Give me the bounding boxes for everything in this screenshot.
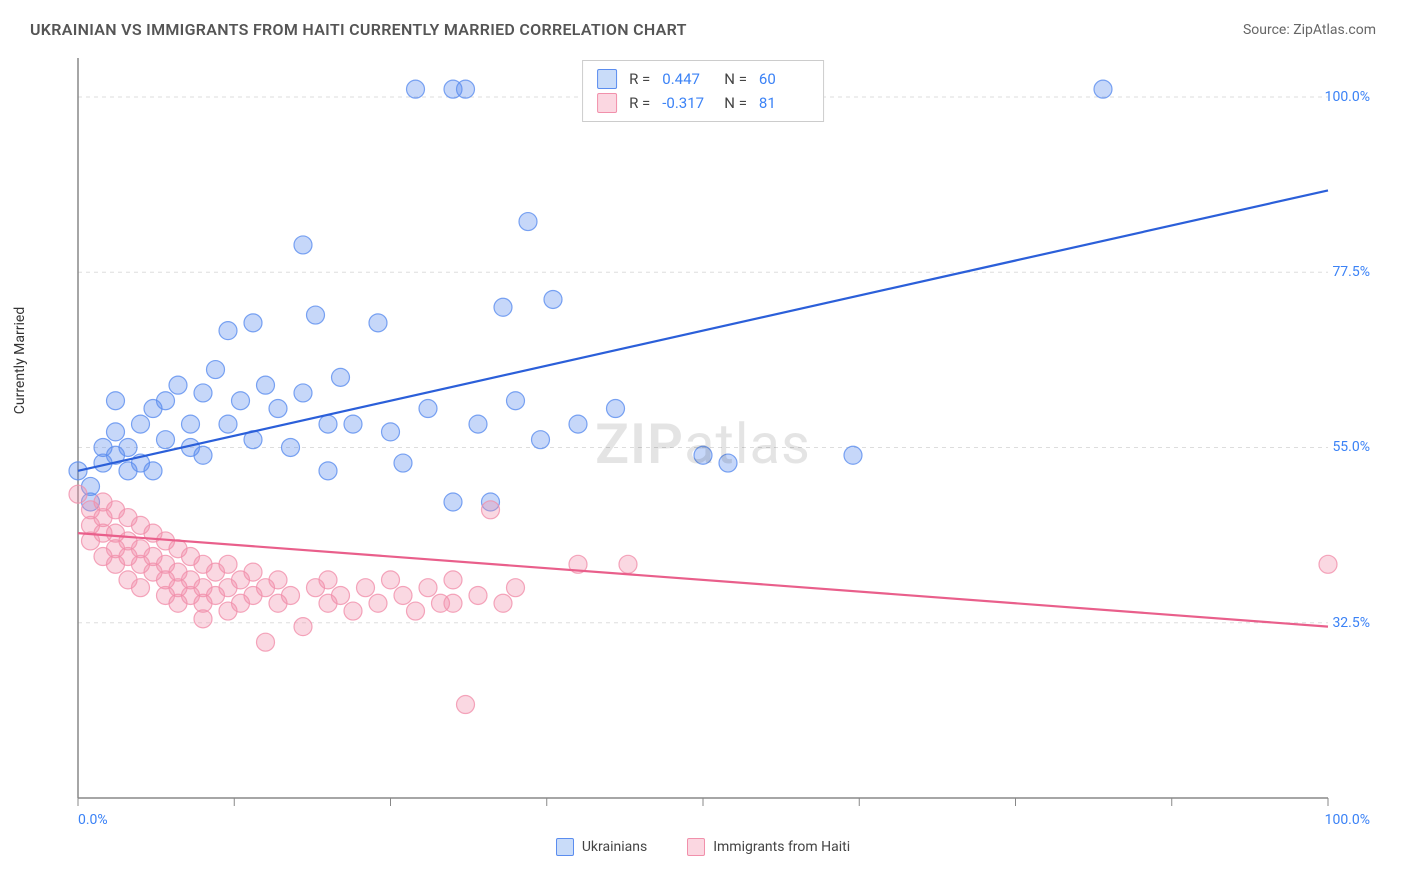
stats-row-series-0: R = 0.447 N = 60 [597, 67, 809, 91]
y-tick-label: 100.0% [1325, 89, 1370, 105]
chart-title: UKRAINIAN VS IMMIGRANTS FROM HAITI CURRE… [30, 20, 687, 39]
x-axis-max-label: 100.0% [1325, 812, 1370, 828]
swatch-series-1 [597, 93, 617, 113]
series-legend: Ukrainians Immigrants from Haiti [30, 838, 1376, 856]
y-tick-label: 77.5% [1332, 264, 1370, 280]
scatter-plot-svg [30, 58, 1376, 862]
legend-label-1: Immigrants from Haiti [713, 839, 850, 855]
header: UKRAINIAN VS IMMIGRANTS FROM HAITI CURRE… [0, 0, 1406, 49]
r-label: R = [629, 91, 650, 115]
n-value-0: 60 [759, 67, 809, 91]
x-axis-min-label: 0.0% [78, 812, 108, 828]
n-label: N = [724, 91, 747, 115]
legend-swatch-0 [556, 838, 574, 856]
n-value-1: 81 [759, 91, 809, 115]
source-label: Source: ZipAtlas.com [1243, 22, 1376, 38]
legend-item-0: Ukrainians [556, 838, 647, 856]
r-label: R = [629, 67, 650, 91]
stats-row-series-1: R = -0.317 N = 81 [597, 91, 809, 115]
chart-area: Currently Married ZIPatlas 100.0%77.5%55… [30, 58, 1376, 862]
y-tick-label: 32.5% [1332, 615, 1370, 631]
n-label: N = [724, 67, 747, 91]
stats-legend: R = 0.447 N = 60 R = -0.317 N = 81 [582, 60, 824, 122]
r-value-0: 0.447 [662, 67, 712, 91]
y-tick-label: 55.0% [1332, 439, 1370, 455]
r-value-1: -0.317 [662, 91, 712, 115]
y-axis-label: Currently Married [12, 307, 28, 414]
legend-item-1: Immigrants from Haiti [687, 838, 850, 856]
swatch-series-0 [597, 69, 617, 89]
legend-swatch-1 [687, 838, 705, 856]
legend-label-0: Ukrainians [582, 839, 647, 855]
